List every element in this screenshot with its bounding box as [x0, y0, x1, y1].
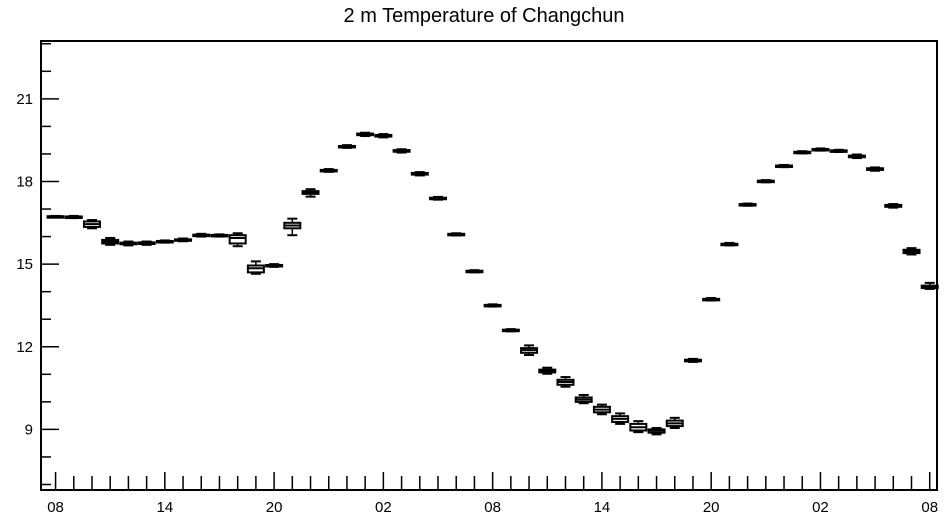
box-mark	[447, 232, 466, 237]
chart-title: 2 m Temperature of Changchun	[344, 5, 625, 27]
box-mark	[319, 168, 338, 173]
box-mark	[174, 237, 193, 243]
box-mark	[592, 403, 611, 416]
y-axis: 9 12 15 18 21	[16, 43, 59, 486]
box-mark	[82, 219, 101, 230]
x-tick-label: 20	[266, 499, 283, 516]
box-mark	[283, 217, 302, 237]
box-mark	[337, 144, 356, 149]
box-mark	[374, 133, 393, 139]
box-body	[228, 234, 247, 245]
box-mark	[884, 203, 903, 209]
x-tick-label: 02	[812, 499, 829, 516]
x-tick-label: 08	[921, 499, 938, 516]
box-mark	[392, 148, 411, 154]
box-mark	[629, 420, 648, 434]
x-tick-label: 14	[156, 499, 173, 516]
box-series	[46, 131, 939, 436]
box-mark	[665, 416, 684, 430]
box-mark	[210, 233, 229, 238]
x-tick-label: 08	[484, 499, 501, 516]
box-mark	[64, 214, 83, 220]
box-mark	[356, 131, 375, 138]
plot-frame	[40, 40, 938, 491]
box-mark	[410, 171, 429, 177]
box-mark	[155, 239, 174, 244]
box-mark	[246, 260, 265, 275]
box-mark	[775, 163, 794, 169]
box-mark	[756, 179, 775, 184]
box-mark	[793, 150, 812, 155]
box-mark	[920, 281, 939, 290]
box-mark	[429, 195, 448, 201]
box-mark	[265, 263, 284, 268]
x-tick-label: 02	[375, 499, 392, 516]
box-mark	[46, 214, 65, 219]
y-tick-label: 18	[16, 173, 33, 190]
box-mark	[611, 412, 630, 425]
box-mark	[192, 232, 211, 238]
box-mark	[556, 376, 575, 388]
box-mark	[228, 232, 247, 248]
box-mark	[101, 236, 120, 246]
x-tick-label: 14	[594, 499, 611, 516]
box-mark	[137, 240, 156, 246]
box-mark	[847, 153, 866, 160]
box-mark	[829, 148, 848, 154]
x-tick-label: 20	[703, 499, 720, 516]
box-mark	[738, 202, 757, 207]
box-mark	[811, 147, 830, 152]
box-mark	[720, 241, 739, 247]
y-tick-label: 15	[16, 256, 33, 273]
box-mark	[702, 297, 721, 302]
box-mark	[465, 269, 484, 274]
box-mark	[683, 357, 702, 363]
x-axis: 08 14 20 02 08 14 20 02 08	[47, 472, 938, 516]
box-mark	[501, 328, 520, 333]
box-mark	[520, 344, 539, 357]
box-mark	[301, 188, 320, 198]
box-mark	[483, 303, 502, 308]
y-tick-label: 12	[16, 339, 33, 356]
box-mark	[538, 366, 557, 375]
box-mark	[866, 166, 885, 172]
box-mark	[574, 393, 593, 405]
box-mark	[902, 247, 921, 256]
y-tick-label: 21	[16, 91, 33, 108]
x-tick-label: 08	[47, 499, 64, 516]
box-mark	[119, 240, 138, 247]
y-tick-label: 9	[25, 421, 33, 438]
box-mark	[647, 427, 666, 436]
